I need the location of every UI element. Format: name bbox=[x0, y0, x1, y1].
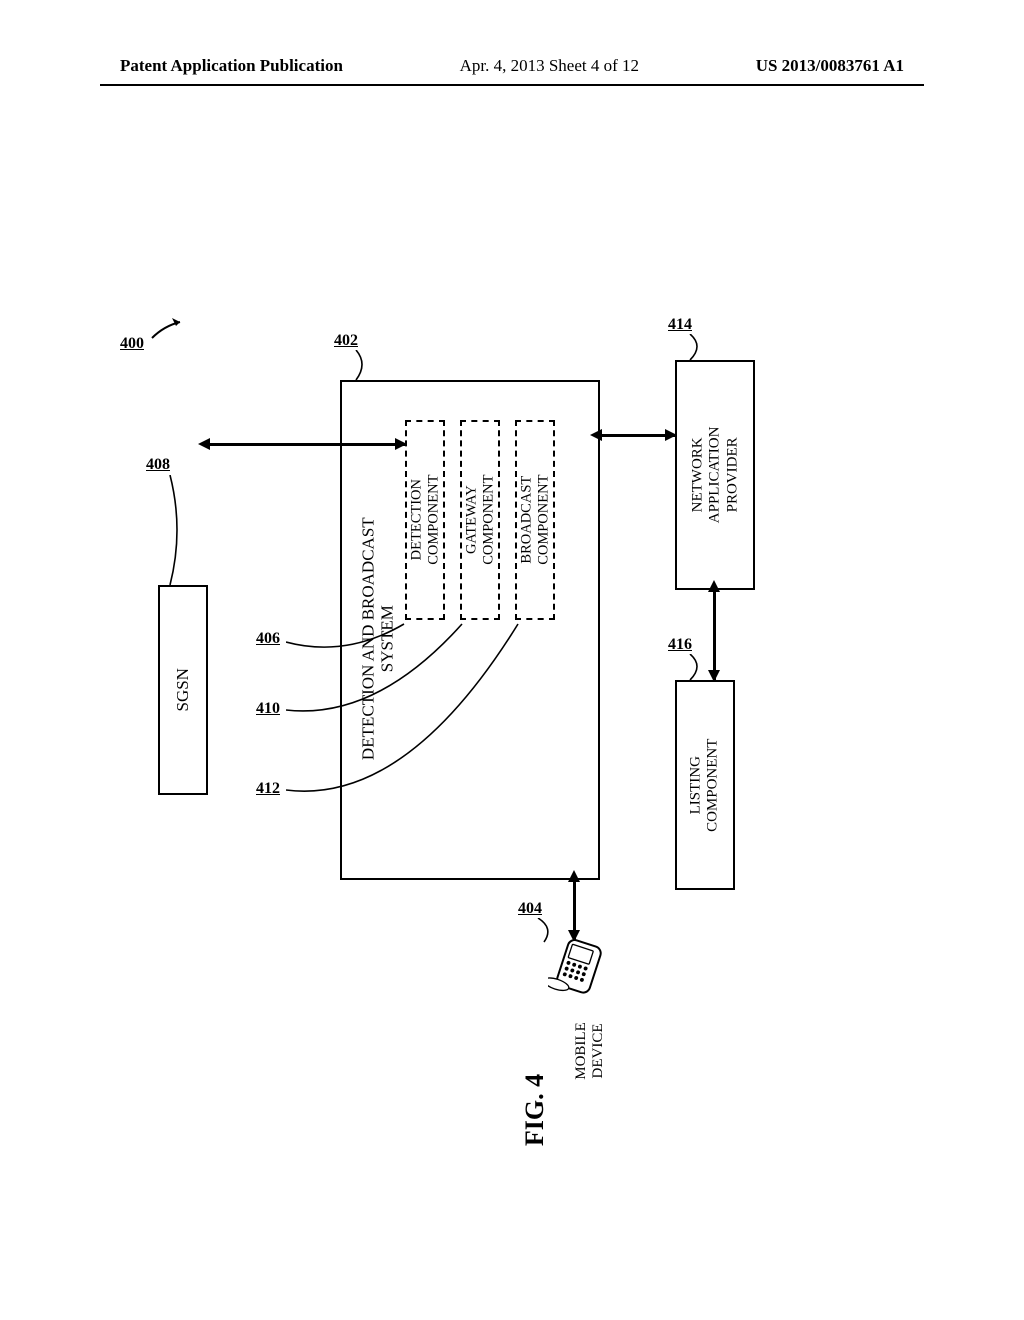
ref-404: 404 bbox=[518, 900, 542, 918]
header-left: Patent Application Publication bbox=[120, 56, 343, 76]
sgsn-label: SGSN bbox=[173, 668, 193, 711]
gateway-box: GATEWAY COMPONENT bbox=[460, 420, 500, 620]
listing-l1: LISTING bbox=[688, 756, 704, 814]
lead-414-icon bbox=[682, 334, 708, 362]
arrow-nap-listing bbox=[713, 590, 716, 680]
header-center: Apr. 4, 2013 Sheet 4 of 12 bbox=[460, 56, 639, 76]
figure-title: FIG. 4 bbox=[520, 1055, 550, 1165]
ref-410: 410 bbox=[256, 700, 280, 718]
mobile-l1: MOBILE bbox=[573, 1022, 589, 1080]
header-right: US 2013/0083761 A1 bbox=[756, 56, 904, 76]
nap-l1: NETWORK bbox=[689, 438, 705, 513]
lead-416-icon bbox=[682, 654, 708, 682]
ref-406: 406 bbox=[256, 630, 280, 648]
mobile-l2: DEVICE bbox=[590, 1024, 606, 1079]
arrowhead-nap-right-icon bbox=[665, 429, 677, 441]
lead-402-icon bbox=[348, 350, 372, 382]
broadcast-label: BROADCAST COMPONENT bbox=[518, 475, 551, 565]
ref-408: 408 bbox=[146, 456, 170, 474]
nap-label: NETWORK APPLICATION PROVIDER bbox=[689, 427, 741, 524]
ref-400: 400 bbox=[120, 335, 144, 353]
lead-408-icon bbox=[160, 475, 190, 587]
arrowhead-dbs-left-icon bbox=[590, 429, 602, 441]
broadcast-box: BROADCAST COMPONENT bbox=[515, 420, 555, 620]
mobile-label: MOBILE DEVICE bbox=[573, 991, 607, 1111]
page-header: Patent Application Publication Apr. 4, 2… bbox=[0, 56, 1024, 84]
header-rule bbox=[100, 84, 924, 86]
figure-area: 400 SGSN 408 DETECTION AND BROADCAST SYS… bbox=[100, 120, 924, 1180]
ref-412: 412 bbox=[256, 780, 280, 798]
ref-416: 416 bbox=[668, 636, 692, 654]
detection-label: DETECTION COMPONENT bbox=[408, 475, 441, 565]
gateway-l2: COMPONENT bbox=[480, 475, 496, 565]
ref-414: 414 bbox=[668, 316, 692, 334]
arrowhead-nap-up-icon bbox=[708, 580, 720, 592]
nap-l2: APPLICATION bbox=[706, 427, 722, 524]
nap-box: NETWORK APPLICATION PROVIDER bbox=[675, 360, 755, 590]
arrowhead-listing-down-icon bbox=[708, 670, 720, 682]
arrowhead-detection-right-icon bbox=[395, 438, 407, 450]
lead-400-arrow-icon bbox=[150, 318, 194, 340]
nap-l3: PROVIDER bbox=[724, 438, 740, 513]
ref-402: 402 bbox=[334, 332, 358, 350]
arrow-dbs-nap bbox=[600, 434, 675, 437]
detection-l1: DETECTION bbox=[408, 479, 424, 560]
arrowhead-dbs-up-icon bbox=[568, 870, 580, 882]
broadcast-l2: COMPONENT bbox=[535, 475, 551, 565]
arrow-sgsn-detection bbox=[208, 443, 405, 446]
listing-l2: COMPONENT bbox=[705, 738, 721, 831]
sgsn-box: SGSN bbox=[158, 585, 208, 795]
listing-box: LISTING COMPONENT bbox=[675, 680, 735, 890]
arrowhead-sgsn-left-icon bbox=[198, 438, 210, 450]
broadcast-l1: BROADCAST bbox=[518, 476, 534, 564]
gateway-label: GATEWAY COMPONENT bbox=[463, 475, 496, 565]
page: Patent Application Publication Apr. 4, 2… bbox=[0, 0, 1024, 1320]
detection-l2: COMPONENT bbox=[425, 475, 441, 565]
listing-label: LISTING COMPONENT bbox=[688, 738, 723, 831]
gateway-l1: GATEWAY bbox=[463, 486, 479, 555]
lead-404-icon bbox=[532, 918, 560, 944]
header-inner: Patent Application Publication Apr. 4, 2… bbox=[0, 56, 1024, 76]
detection-box: DETECTION COMPONENT bbox=[405, 420, 445, 620]
lead-412-icon bbox=[286, 620, 520, 800]
